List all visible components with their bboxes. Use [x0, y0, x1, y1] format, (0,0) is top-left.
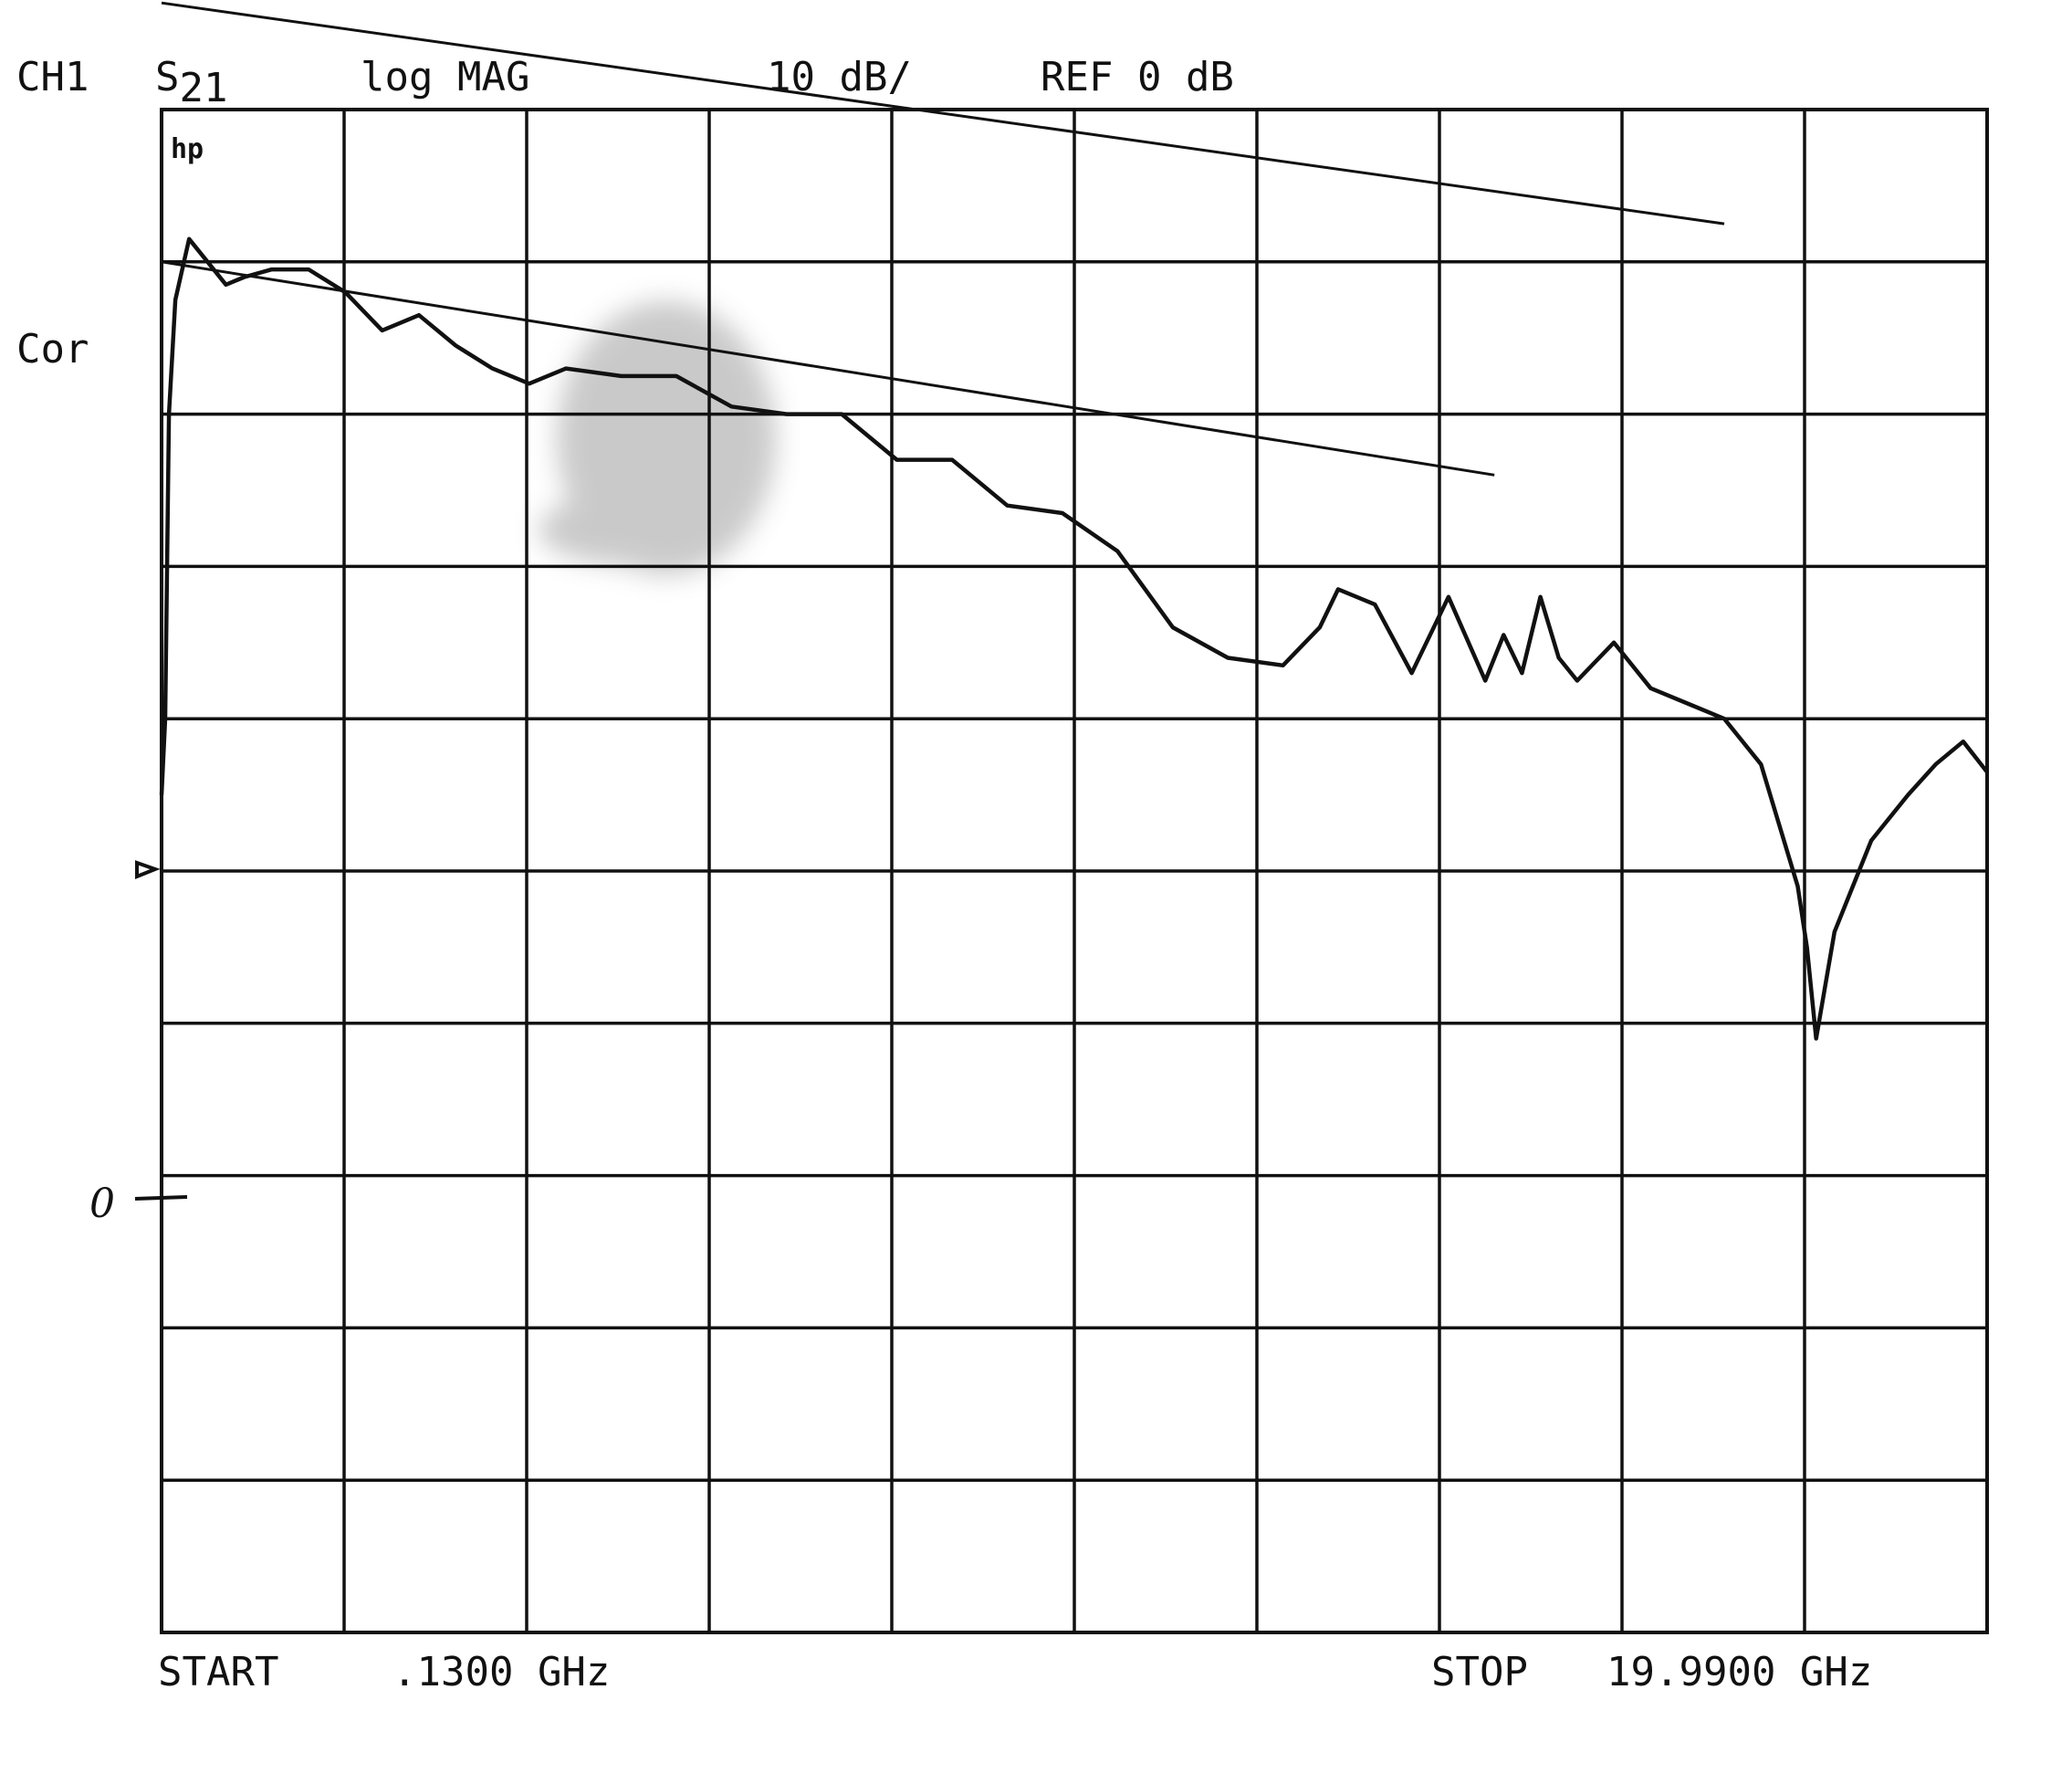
- correction-indicator: Cor: [16, 326, 89, 373]
- parameter-main: S: [155, 54, 180, 100]
- stop-label: STOP: [1431, 1649, 1528, 1695]
- format-label: log MAG: [361, 54, 529, 100]
- channel-label: CH1: [16, 54, 89, 100]
- handwritten-zero: 0: [89, 1181, 115, 1227]
- stop-value: 19.9900 GHz: [1606, 1649, 1872, 1695]
- start-label: START: [158, 1649, 278, 1695]
- upper-reference-line: [161, 1, 1725, 226]
- plot-grid: [160, 108, 1989, 1634]
- hp-logo: hp: [171, 133, 204, 165]
- scan-smudge: [539, 301, 776, 575]
- reference-label: REF 0 dB: [1041, 54, 1234, 100]
- parameter-sub: 21: [180, 65, 228, 111]
- traces: [159, 1, 1989, 1041]
- parameter-label: S21: [155, 54, 227, 111]
- measured-trace: [159, 236, 1989, 1041]
- reference-marker-icon: [135, 860, 161, 879]
- scale-label: 10 dB/: [767, 54, 912, 100]
- lower-reference-line: [161, 260, 1495, 477]
- start-value: .1300 GHz: [392, 1649, 610, 1695]
